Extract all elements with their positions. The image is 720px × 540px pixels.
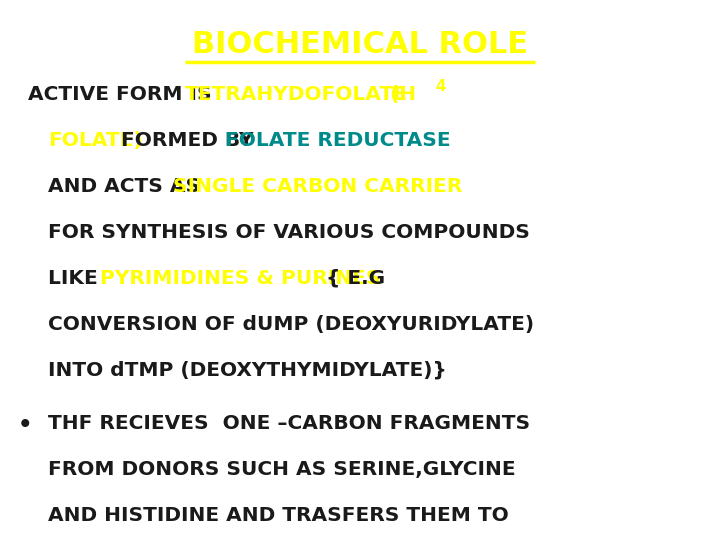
Text: CONVERSION OF dUMP (DEOXYURIDYLATE): CONVERSION OF dUMP (DEOXYURIDYLATE) (48, 315, 534, 334)
Text: AND ACTS AS: AND ACTS AS (48, 177, 207, 196)
Text: THF RECIEVES  ONE –CARBON FRAGMENTS: THF RECIEVES ONE –CARBON FRAGMENTS (48, 414, 530, 433)
Text: TETRAHYDOFOLATE: TETRAHYDOFOLATE (184, 85, 408, 104)
Text: ACTIVE FORM IS: ACTIVE FORM IS (28, 85, 219, 104)
Text: 4: 4 (435, 79, 446, 94)
Text: (H: (H (341, 85, 416, 104)
Text: PYRIMIDINES & PURINES: PYRIMIDINES & PURINES (100, 269, 381, 288)
Text: FOLATE): FOLATE) (48, 131, 143, 150)
Text: { E.G: { E.G (320, 269, 386, 288)
Text: LIKE: LIKE (48, 269, 104, 288)
Text: SINGLE CARBON CARRIER: SINGLE CARBON CARRIER (174, 177, 463, 196)
Text: FROM DONORS SUCH AS SERINE,GLYCINE: FROM DONORS SUCH AS SERINE,GLYCINE (48, 460, 516, 479)
Text: INTO dTMP (DEOXYTHYMIDYLATE)}: INTO dTMP (DEOXYTHYMIDYLATE)} (48, 361, 446, 380)
Text: BIOCHEMICAL ROLE: BIOCHEMICAL ROLE (192, 30, 528, 59)
Text: FORMED BY: FORMED BY (121, 131, 261, 150)
Text: FOLATE REDUCTASE: FOLATE REDUCTASE (225, 131, 451, 150)
Text: FOR SYNTHESIS OF VARIOUS COMPOUNDS: FOR SYNTHESIS OF VARIOUS COMPOUNDS (48, 223, 530, 242)
Text: AND HISTIDINE AND TRASFERS THEM TO: AND HISTIDINE AND TRASFERS THEM TO (48, 506, 509, 525)
Text: •: • (18, 414, 32, 437)
